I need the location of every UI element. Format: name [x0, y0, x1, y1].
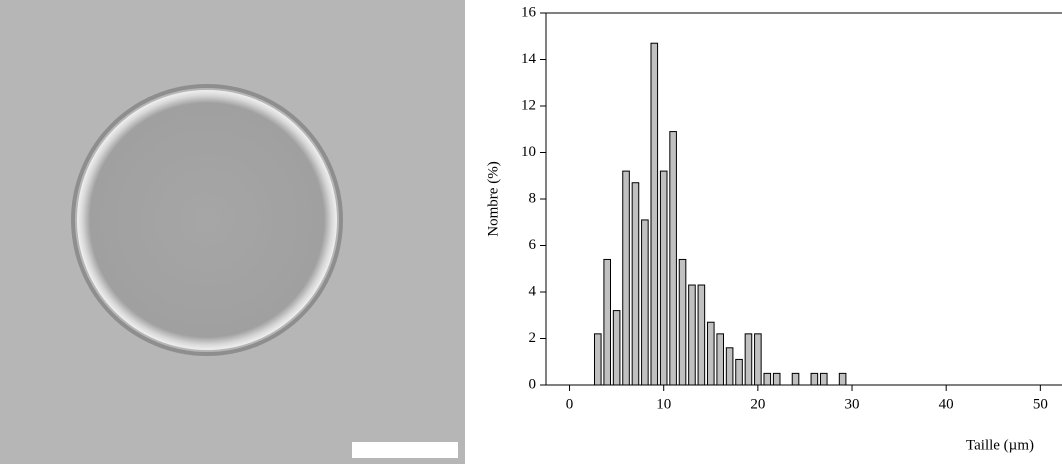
y-tick-label: 16 [521, 4, 537, 20]
y-tick-label: 2 [529, 330, 537, 346]
bar [819, 372, 828, 386]
bar [763, 372, 772, 386]
bar [631, 182, 640, 386]
bar [810, 372, 819, 386]
bar [641, 219, 649, 386]
y-tick-label: 8 [529, 190, 537, 206]
bar [791, 372, 800, 386]
x-tick-label: 20 [750, 396, 765, 412]
bar [659, 170, 668, 386]
x-tick-label: 10 [656, 396, 671, 412]
bar [716, 333, 724, 386]
scale-bar [352, 442, 458, 458]
bar [669, 131, 677, 386]
bar [735, 358, 743, 386]
bar [725, 347, 734, 386]
y-tick-label: 6 [529, 237, 537, 253]
x-tick-label: 0 [566, 396, 574, 412]
y-tick-label: 14 [521, 51, 537, 67]
x-tick-label: 50 [1033, 396, 1048, 412]
y-tick-label: 12 [521, 97, 536, 113]
bar [650, 42, 659, 386]
bar [688, 284, 696, 386]
bar [697, 284, 706, 386]
micrograph [0, 0, 465, 464]
droplet-halo [71, 84, 343, 356]
y-tick-label: 10 [521, 144, 536, 160]
bar [744, 333, 753, 386]
bar [678, 258, 687, 386]
bar [612, 310, 621, 386]
droplet [77, 90, 337, 350]
y-tick-label: 0 [529, 376, 537, 392]
x-axis-label: Taille (µm) [966, 437, 1034, 453]
y-axis-label: Nombre (%) [485, 161, 501, 236]
bar [603, 258, 611, 386]
bar [772, 372, 781, 386]
bar [754, 333, 762, 386]
bar [622, 170, 630, 386]
y-tick-label: 4 [529, 283, 537, 299]
x-tick-label: 40 [939, 396, 954, 412]
bar [838, 372, 847, 386]
bar [593, 333, 602, 386]
bar [706, 321, 715, 386]
x-tick-label: 30 [845, 396, 860, 412]
